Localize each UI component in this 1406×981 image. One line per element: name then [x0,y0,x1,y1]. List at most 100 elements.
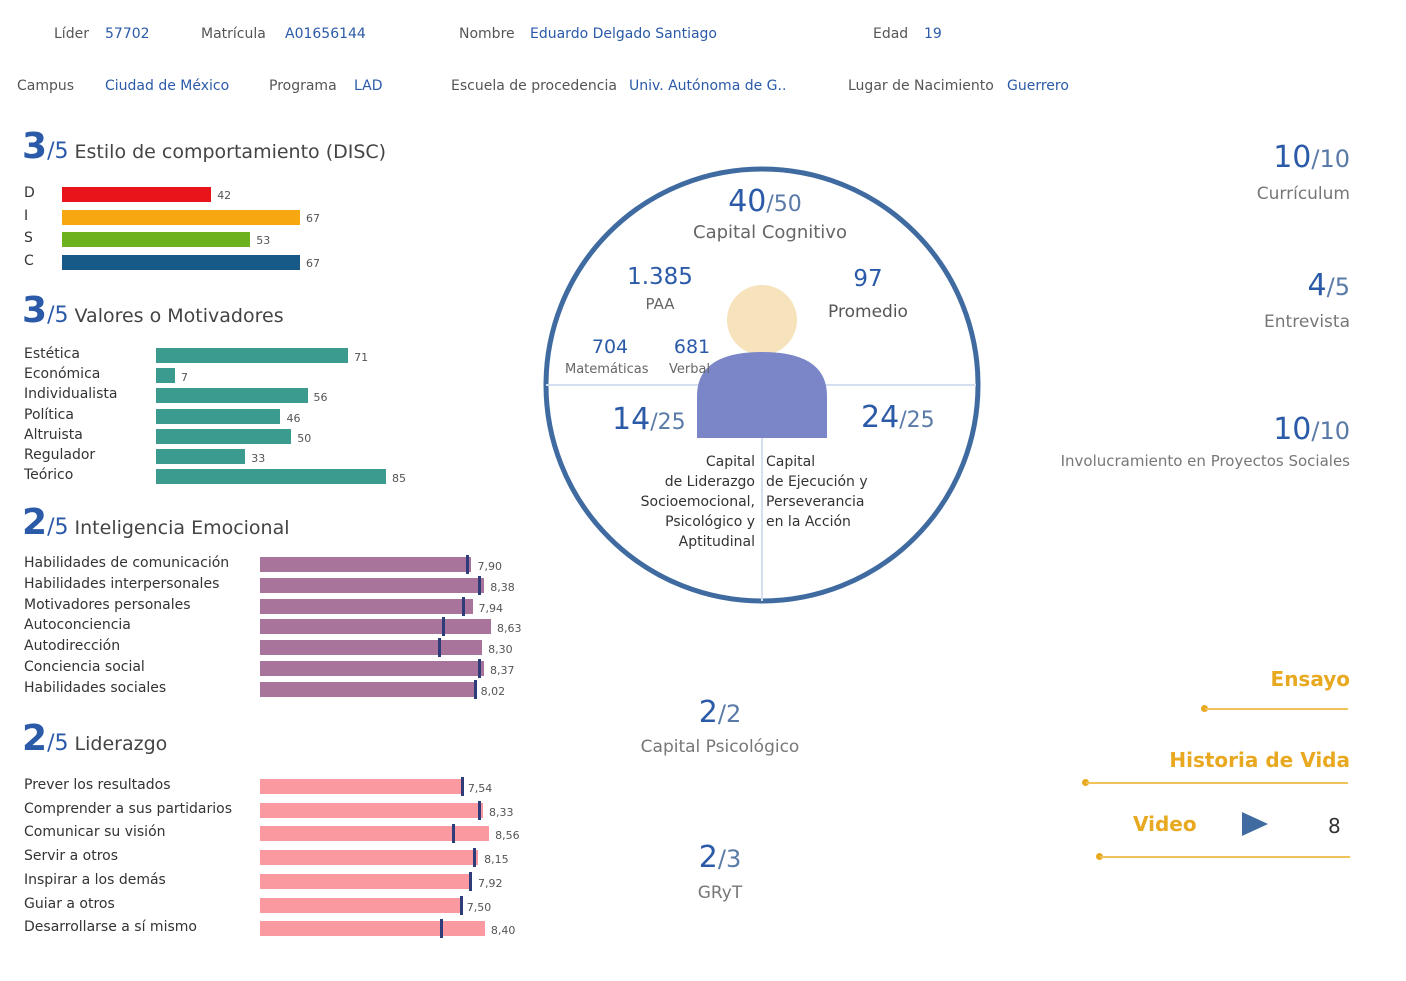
valores-title: 3/5 Valores o Motivadores [22,290,284,331]
inteligencia-chart-bar [260,619,491,635]
valores-bar-value: 85 [392,472,406,486]
liderazgo-denom: /5 [47,731,69,756]
nombre-label: Nombre [459,26,515,42]
valores-row-label: Estética [24,346,80,362]
gryt-den: /3 [717,845,742,873]
lider-value: 57702 [105,26,150,42]
inteligencia-chart-row-label: Autodirección [24,638,121,655]
programa-label: Programa [269,78,337,94]
valores-row-label: Política [24,406,74,423]
inteligencia-chart-row-label: Habilidades interpersonales [24,575,220,592]
liderazgo-capital-label: Capital de Liderazgo Socioemocional, Psi… [600,452,755,552]
ejecucion-capital-label: Capital de Ejecución y Perseverancia en … [766,452,868,532]
inteligencia-chart-marker [478,575,482,595]
inteligencia-chart-bar-value: 8,30 [488,643,513,657]
liderazgo-capital-line: Psicológico y [665,514,755,530]
inteligencia-chart-bar [260,681,475,697]
ejecucion-capital-num: 24 [861,400,900,435]
historia-line [1086,782,1348,784]
curriculum-label: Currículum [1256,184,1350,204]
inteligencia-chart-row-label: Habilidades sociales [24,679,167,696]
inteligencia-chart-bar [260,557,472,572]
curriculum-den: /10 [1311,145,1350,173]
valores-row-label: Regulador [24,447,96,463]
valores-bar [156,388,308,404]
nacimiento-value: Guerrero [1007,78,1069,94]
ensayo-line-dot [1201,705,1208,712]
valores-bar-value: 33 [251,452,266,465]
play-icon[interactable] [1240,810,1270,838]
avatar-body [697,352,827,438]
cognitivo-score-den: /50 [766,192,802,217]
liderazgo-chart-bar-value: 8,33 [488,805,514,819]
inteligencia-title-text: Inteligencia Emocional [74,517,290,539]
disc-title-text: Estilo de comportamiento (DISC) [74,141,387,163]
capital-circle [543,166,981,604]
liderazgo-title-text: Liderazgo [74,733,168,755]
curriculum-num: 10 [1273,140,1312,175]
verbal-value: 681 [673,336,711,358]
campus-value: Ciudad de México [105,78,230,94]
video-line-dot [1096,853,1103,860]
ensayo-link[interactable]: Ensayo [1270,667,1350,691]
liderazgo-chart-bar [260,850,479,866]
psicologico-score: 2/2 [620,695,820,730]
disc-row-label: I [24,208,29,224]
liderazgo-chart-bar-value: 7,54 [467,782,493,795]
valores-bar [156,408,281,424]
liderazgo-chart-marker [439,919,443,939]
avatar-head [727,285,797,355]
liderazgo-chart-row-label: Comprender a sus partidarios [24,800,233,817]
entrevista-num: 4 [1307,268,1327,303]
valores-title-text: Valores o Motivadores [74,305,284,327]
liderazgo-chart-bar-value: 8,40 [490,924,516,938]
disc-title: 3/5 Estilo de comportamiento (DISC) [22,126,386,167]
inteligencia-chart-row-label: Conciencia social [24,659,145,675]
liderazgo-chart-bar [260,826,490,842]
inteligencia-chart-bar [260,598,473,614]
liderazgo-chart-row-label: Inspirar a los demás [24,871,166,888]
disc-bar-value: 67 [306,212,320,225]
inteligencia-score: 2 [22,502,48,543]
promedio-label: Promedio [828,302,908,322]
disc-bar-value: 53 [256,234,271,247]
liderazgo-chart-marker [469,871,473,891]
liderazgo-capital-score: 14/25 [612,402,686,437]
inteligencia-chart-bar-value: 8,02 [480,684,506,698]
psicologico-label: Capital Psicológico [640,737,800,757]
inteligencia-chart-bar-value: 7,90 [477,560,502,573]
disc-bar-value: 67 [306,257,320,270]
inteligencia-chart-bar-value: 8,37 [490,664,515,677]
matricula-value: A01656144 [285,26,366,42]
entrevista-den: /5 [1326,273,1350,301]
inteligencia-chart-marker [478,659,482,678]
lider-label: Líder [54,26,89,42]
escuela-label: Escuela de procedencia [451,78,617,94]
valores-denom: /5 [47,303,69,328]
video-line [1100,856,1350,858]
historia-link[interactable]: Historia de Vida [1169,748,1350,772]
valores-bar [156,428,292,444]
entrevista-score: 4/5 [1150,268,1350,303]
liderazgo-capital-den: /25 [650,410,686,435]
liderazgo-chart-row-label: Prever los resultados [24,777,171,793]
proyectos-label: Involucramiento en Proyectos Sociales [1060,452,1350,470]
matematicas-value: 704 [591,336,629,358]
paa-value: 1.385 [627,264,693,290]
verbal-label: Verbal [669,362,711,377]
valores-bar [156,368,175,384]
liderazgo-chart-bar-value: 7,92 [477,876,503,890]
disc-denom: /5 [47,139,69,164]
liderazgo-chart-marker [478,800,482,820]
psicologico-den: /2 [717,700,742,728]
inteligencia-chart-marker [442,617,446,637]
matematicas-label: Matemáticas [565,362,649,377]
edad-label: Edad [873,26,909,42]
disc-bar [62,232,251,247]
proyectos-den: /10 [1311,417,1350,445]
edad-value: 19 [924,26,942,42]
inteligencia-chart-row-label: Autoconciencia [24,617,131,634]
liderazgo-title: 2/5 Liderazgo [22,718,167,759]
liderazgo-chart-row-label: Desarrollarse a sí mismo [24,919,197,936]
proyectos-num: 10 [1273,412,1312,447]
